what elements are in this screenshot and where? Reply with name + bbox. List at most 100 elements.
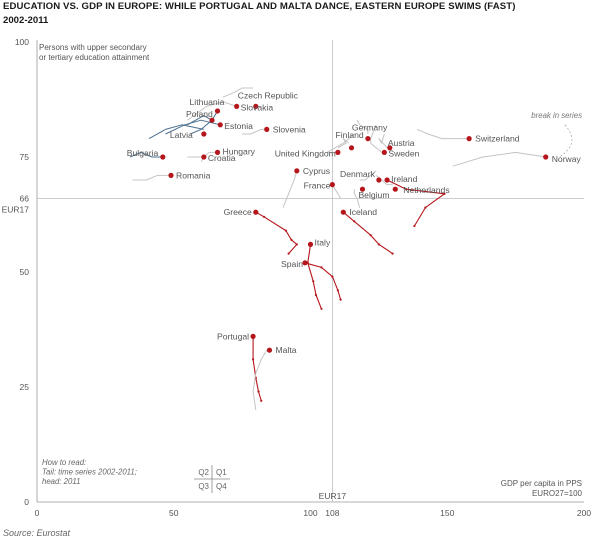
label-italy: Italy — [315, 237, 331, 247]
tail-vertex — [443, 192, 446, 195]
tail-spain — [304, 262, 342, 300]
chart-title: EDUCATION VS. GDP IN EUROPE: WHILE PORTU… — [3, 1, 516, 12]
tail-estonia — [165, 119, 221, 135]
how-to-read-line: Tail: time series 2002-2011; — [42, 468, 137, 477]
tail-hungary — [200, 151, 215, 162]
tail-vertex — [331, 275, 334, 278]
how-to-read-line: head: 2011 — [42, 477, 80, 486]
quadrant-q2: Q2 — [198, 468, 209, 477]
label-ireland: Ireland — [391, 174, 417, 184]
quadrant-q3: Q3 — [198, 482, 209, 491]
label-poland: Poland — [186, 109, 213, 119]
tail-vertex — [391, 252, 394, 255]
point-croatia — [201, 154, 207, 160]
tail-romania — [132, 174, 171, 181]
tail-vertex — [287, 252, 290, 255]
tail-vertex — [353, 220, 356, 223]
break-in-series-dash — [559, 124, 573, 158]
y-tick-label: 25 — [20, 382, 30, 392]
y-tick-label: 0 — [24, 497, 29, 507]
label-cyprus: Cyprus — [303, 166, 330, 176]
y-tick-label: 100 — [15, 37, 29, 47]
tail-iceland — [342, 211, 393, 255]
point-poland — [209, 117, 215, 123]
point-portugal — [250, 333, 256, 339]
point-belgium — [359, 186, 366, 192]
label-switzerland: Switzerland — [475, 134, 520, 144]
tail-vertex — [295, 243, 298, 246]
label-malta: Malta — [275, 345, 296, 355]
tail-vertex — [312, 280, 315, 283]
source-note: Source: Eurostat — [3, 528, 71, 538]
tail-vertex — [413, 224, 416, 228]
point-denmark — [376, 177, 382, 183]
point-slovakia — [234, 103, 240, 109]
tail-vertex — [251, 358, 255, 361]
label-norway: Norway — [552, 154, 582, 164]
label-czech-republic: Czech Republic — [238, 90, 299, 100]
tail-vertex — [257, 390, 260, 393]
tail-germany — [356, 119, 369, 134]
tail-france — [331, 184, 342, 199]
tail-vertex — [320, 307, 323, 310]
label-bulgaria: Bulgaria — [127, 148, 159, 158]
point-switzerland — [466, 136, 472, 142]
tail-vertex — [424, 206, 427, 209]
tail-vertex — [260, 399, 263, 402]
tail-vertex — [377, 243, 380, 246]
tail-malta — [252, 349, 268, 411]
label-estonia: Estonia — [224, 121, 253, 131]
tail-belgium — [353, 189, 361, 208]
tail-vertex — [336, 289, 339, 292]
point-united-kingdom — [335, 149, 341, 155]
tail-slovenia — [242, 128, 267, 135]
tail-vertex — [320, 266, 323, 269]
break-in-series-label: break in series — [531, 111, 582, 120]
y-tick-label: 50 — [20, 267, 30, 277]
point-france — [329, 182, 335, 188]
tail-denmark — [359, 170, 377, 181]
point-hungary — [214, 149, 221, 155]
reference-x-label: 108 — [325, 508, 339, 518]
point-malta — [266, 347, 273, 353]
label-portugal: Portugal — [217, 331, 249, 341]
label-lithuania: Lithuania — [190, 97, 225, 107]
tail-austria — [378, 133, 388, 149]
reference-x-name: EUR17 — [319, 491, 347, 501]
point-bulgaria — [160, 154, 166, 160]
point-cyprus — [294, 168, 300, 174]
point-norway — [543, 154, 549, 160]
point-romania — [168, 172, 174, 178]
tail-greece — [255, 211, 298, 254]
tail-cyprus — [282, 170, 298, 208]
label-finland: Finland — [336, 130, 364, 140]
tail-bulgaria — [129, 151, 163, 158]
tail-slovakia — [187, 101, 237, 121]
point-greece — [253, 209, 259, 215]
point-germany — [365, 136, 371, 142]
label-romania: Romania — [176, 170, 211, 180]
tail-sweden — [370, 124, 382, 153]
point-latvia — [201, 131, 207, 137]
label-slovakia: Slovakia — [241, 102, 274, 112]
y-tick-label: 75 — [20, 152, 30, 162]
point-lithuania — [214, 108, 221, 114]
label-united-kingdom: United Kingdom — [275, 148, 336, 158]
x-axis-label: GDP per capita in PPS — [501, 479, 582, 488]
tail-czech-republic — [222, 87, 254, 98]
x-axis-label: EURO27=100 — [532, 489, 583, 498]
tail-vertex — [405, 188, 408, 191]
point-slovenia — [264, 126, 270, 132]
chart-subtitle: 2002-2011 — [3, 15, 49, 26]
label-denmark: Denmark — [340, 169, 376, 179]
label-iceland: Iceland — [349, 207, 377, 217]
point-austria — [387, 145, 393, 151]
label-spain: Spain — [281, 259, 303, 269]
label-slovenia: Slovenia — [273, 124, 306, 134]
x-tick-label: 150 — [440, 508, 454, 518]
label-greece: Greece — [224, 207, 252, 217]
point-sweden — [381, 149, 387, 155]
quadrant-q4: Q4 — [216, 482, 227, 491]
tail-vertex — [339, 298, 342, 301]
label-germany: Germany — [352, 123, 388, 133]
